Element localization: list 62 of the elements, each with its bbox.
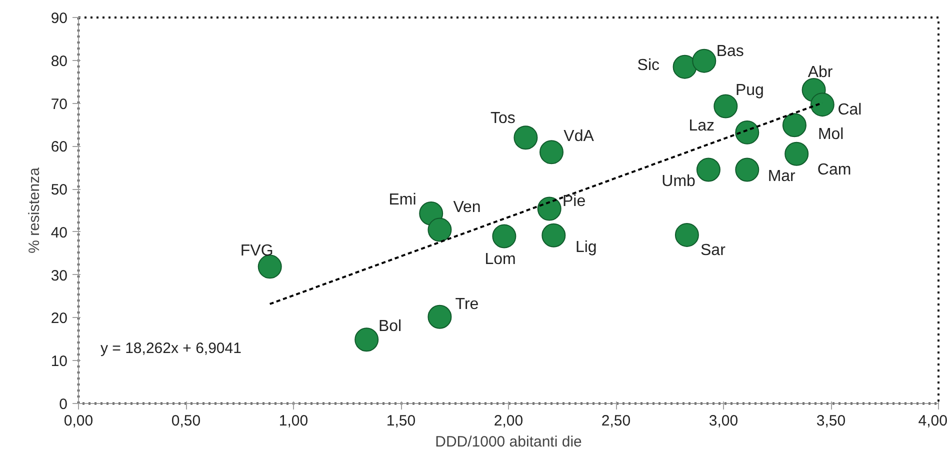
annotation: Mar xyxy=(768,168,796,185)
point xyxy=(428,218,452,242)
y-axis-title: % resistenza xyxy=(26,166,43,254)
annotation: Mol xyxy=(818,126,844,143)
annotation: Ven xyxy=(453,199,481,216)
point xyxy=(735,158,760,182)
annotation: Pug xyxy=(735,82,764,100)
y-tick-label: 30 xyxy=(50,267,68,284)
y-tick-label: 10 xyxy=(50,353,68,370)
annotation: Emi xyxy=(388,191,416,208)
annotation: Laz xyxy=(688,117,715,134)
point xyxy=(537,196,562,221)
point xyxy=(492,224,516,248)
point xyxy=(784,142,809,166)
point xyxy=(714,94,738,118)
annotation: Pie xyxy=(562,193,586,210)
point xyxy=(428,304,452,329)
annotation: Bol xyxy=(378,318,402,336)
annotation: Umb xyxy=(662,172,696,190)
annotation: Cal xyxy=(838,101,862,118)
point xyxy=(782,113,806,138)
x-tick-label: 0,50 xyxy=(171,412,201,430)
y-tick-label: 20 xyxy=(50,310,68,328)
annotation: VdA xyxy=(564,128,594,146)
point xyxy=(735,120,760,144)
point xyxy=(810,92,834,117)
y-tick-label: 40 xyxy=(50,224,68,242)
point xyxy=(692,48,716,73)
x-tick-label: 4,00 xyxy=(918,412,947,430)
y-tick-label: 60 xyxy=(50,138,68,156)
point xyxy=(696,158,720,182)
point xyxy=(542,223,566,248)
x-tick-label: 3,50 xyxy=(816,412,846,430)
x-tick-label: 3,00 xyxy=(708,412,738,430)
y-tick-label: 50 xyxy=(50,182,68,199)
point xyxy=(540,140,564,164)
annotation: Sar xyxy=(700,242,726,260)
y-tick-label: 90 xyxy=(50,10,68,27)
annotation: Tre xyxy=(455,296,479,314)
annotation: Abr xyxy=(808,64,834,81)
x-tick-label: 1,00 xyxy=(278,412,308,430)
y-tick-label: 0 xyxy=(59,396,68,413)
x-axis-title: DDD/1000 abitanti die xyxy=(435,434,582,450)
annotation: Cam xyxy=(817,162,852,179)
annotation: FVG xyxy=(240,242,274,260)
x-tick-label: 2,50 xyxy=(601,412,631,430)
annotation: Sic xyxy=(637,57,660,74)
annotation: Bas xyxy=(716,43,744,60)
annotation: y = 18,262x + 6,9041 xyxy=(100,340,242,357)
point xyxy=(514,126,538,150)
point xyxy=(258,254,282,279)
y-tick-label: 70 xyxy=(50,96,68,113)
x-tick-label: 0,00 xyxy=(64,412,94,430)
point xyxy=(674,222,699,247)
annotation: Tos xyxy=(490,110,516,128)
annotation: Lig xyxy=(575,239,597,256)
point xyxy=(672,54,697,79)
x-tick-label: 1,50 xyxy=(386,412,416,430)
x-tick-label: 2,00 xyxy=(494,412,524,430)
annotation: Lom xyxy=(484,251,516,268)
point xyxy=(354,328,379,352)
y-tick-label: 80 xyxy=(50,52,68,70)
